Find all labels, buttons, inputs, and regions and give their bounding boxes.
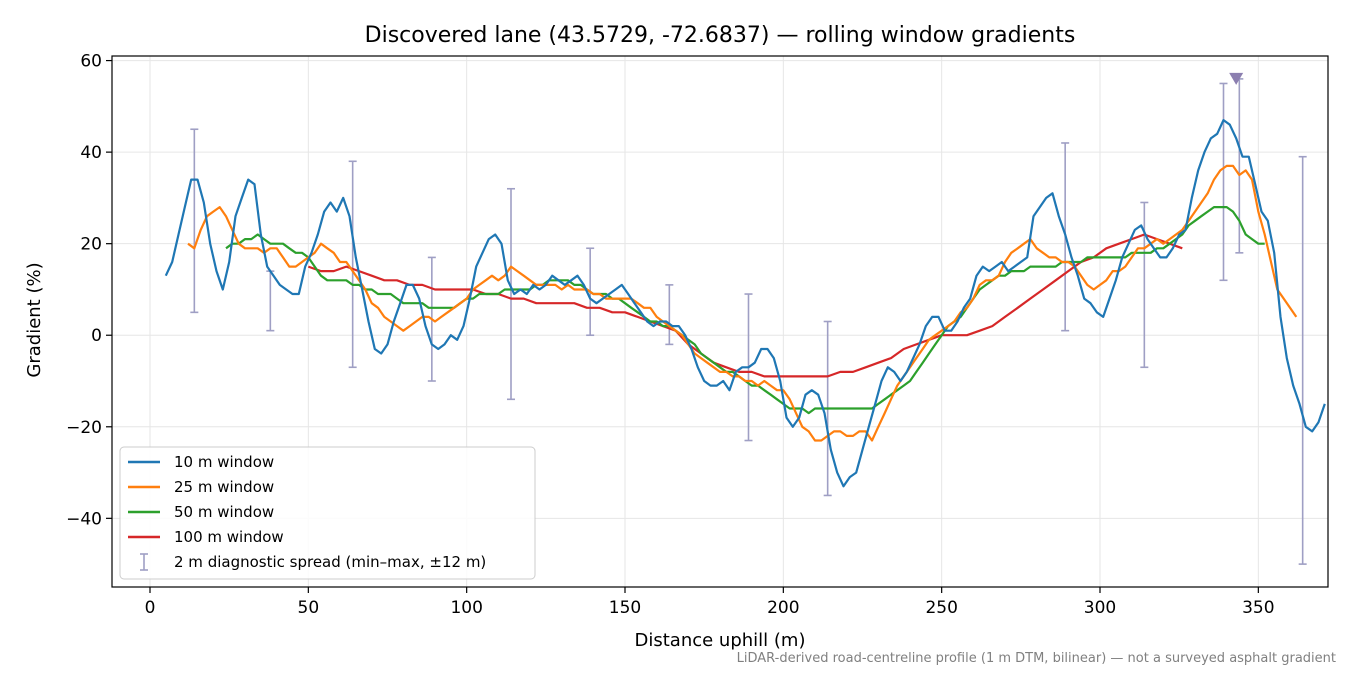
series-line-10m — [164, 119, 1326, 488]
footnote: LiDAR-derived road-centreline profile (1… — [736, 651, 1336, 666]
legend-item: 50 m window — [128, 503, 274, 521]
legend-label: 100 m window — [174, 528, 284, 546]
x-tick-label: 250 — [925, 598, 957, 618]
y-tick-label: −40 — [66, 509, 102, 529]
error-bar — [348, 160, 357, 369]
x-tick-label: 50 — [298, 598, 320, 618]
plot-frame — [111, 55, 1329, 588]
y-tick-label: 20 — [80, 235, 102, 255]
axes: 0 50 100 150 200 250 300 350 −40 −20 0 20 40 60 — [66, 52, 1329, 618]
y-tick-label: 40 — [80, 143, 102, 163]
legend: 10 m window 25 m window 50 m window 100 m w… — [119, 446, 536, 580]
x-tick-label: 300 — [1084, 598, 1116, 618]
y-tick-label: −20 — [66, 418, 102, 438]
error-bar — [665, 284, 674, 346]
series-line-50m — [225, 206, 1265, 415]
series-line-25m — [187, 164, 1298, 442]
error-bar — [190, 128, 199, 314]
x-tick-label: 200 — [767, 598, 799, 618]
series-line-100m — [307, 233, 1183, 378]
y-tick-label: 60 — [80, 52, 102, 72]
x-axis-label: Distance uphill (m) — [635, 630, 806, 651]
legend-label: 50 m window — [174, 503, 274, 521]
legend-item: 2 m diagnostic spread (min–max, ±12 m) — [140, 553, 486, 571]
legend-item: 25 m window — [128, 478, 274, 496]
legend-item: 100 m window — [128, 528, 284, 546]
error-bar — [1219, 82, 1228, 282]
legend-item: 10 m window — [128, 453, 274, 471]
legend-label: 2 m diagnostic spread (min–max, ±12 m) — [174, 553, 486, 571]
error-bar — [1298, 155, 1307, 565]
chart-title: Discovered lane (43.5729, -72.6837) — ro… — [365, 23, 1076, 48]
error-bar — [266, 270, 275, 332]
legend-label: 25 m window — [174, 478, 274, 496]
legend-label: 10 m window — [174, 453, 274, 471]
peak-marker — [1229, 72, 1244, 85]
x-tick-label: 0 — [145, 598, 156, 618]
x-tick-label: 150 — [609, 598, 641, 618]
error-bar — [507, 187, 515, 401]
x-tick-label: 350 — [1242, 598, 1274, 618]
y-tick-label: 0 — [91, 326, 102, 346]
series-layer — [164, 72, 1326, 565]
legend-box — [119, 446, 536, 580]
y-axis-label: Gradient (%) — [24, 262, 45, 377]
x-tick-label: 100 — [450, 598, 482, 618]
